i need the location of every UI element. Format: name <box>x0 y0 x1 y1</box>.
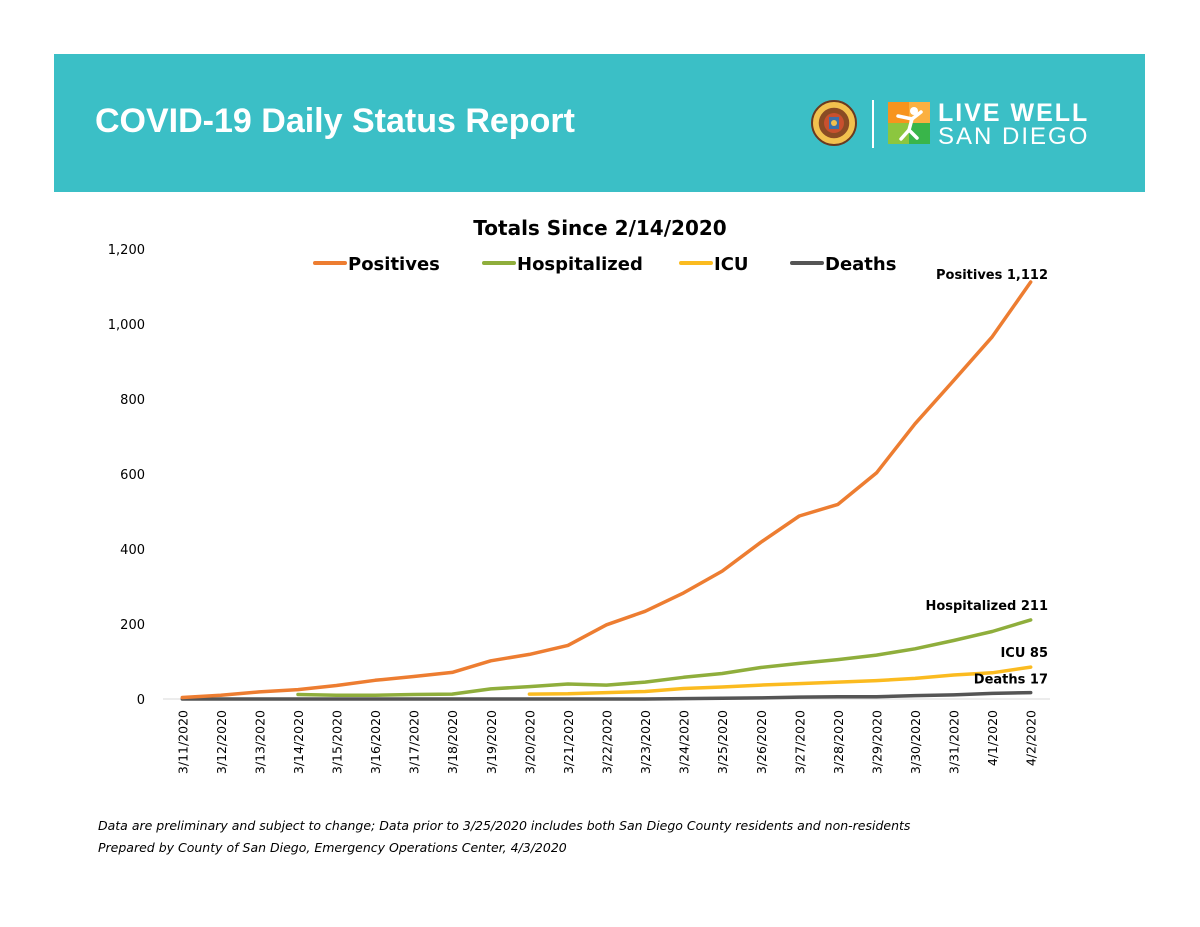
series-line-deaths <box>180 690 1033 701</box>
footnote-prepared-by: Prepared by County of San Diego, Emergen… <box>98 840 567 855</box>
chart-legend: Positives Hospitalized ICU Deaths <box>313 254 896 275</box>
legend-label-deaths: Deaths <box>825 254 896 275</box>
x-tick-label: 3/29/2020 <box>869 710 884 774</box>
y-tick-label: 1,200 <box>108 243 145 258</box>
x-tick-label: 3/24/2020 <box>677 710 692 774</box>
x-tick-label: 3/31/2020 <box>947 710 962 774</box>
report-title: COVID-19 Daily Status Report <box>95 102 575 140</box>
chart-title: Totals Since 2/14/2020 <box>473 216 726 240</box>
x-tick-label: 4/1/2020 <box>985 710 1000 766</box>
x-tick-label: 3/30/2020 <box>908 710 923 774</box>
y-tick-label: 1,000 <box>108 318 145 333</box>
x-tick-label: 3/11/2020 <box>175 710 190 774</box>
x-tick-label: 3/23/2020 <box>638 710 653 774</box>
x-tick-label: 3/16/2020 <box>368 710 383 774</box>
series-line-positives <box>180 280 1033 700</box>
x-tick-label: 3/15/2020 <box>330 710 345 774</box>
y-tick-label: 200 <box>120 618 145 633</box>
x-tick-label: 3/22/2020 <box>600 710 615 774</box>
x-tick-label: 3/12/2020 <box>214 710 229 774</box>
logo-text-san-diego: SAN DIEGO <box>938 123 1090 150</box>
footnote-preliminary: Data are preliminary and subject to chan… <box>98 818 911 833</box>
x-tick-label: 3/18/2020 <box>445 710 460 774</box>
end-label-icu: ICU 85 <box>1000 646 1048 661</box>
chart-series <box>180 280 1033 701</box>
x-tick-label: 3/25/2020 <box>715 710 730 774</box>
end-label-positives: Positives 1,112 <box>936 268 1048 283</box>
y-tick-label: 0 <box>137 693 145 708</box>
legend-label-positives: Positives <box>348 254 440 275</box>
live-well-figure-icon <box>888 102 930 144</box>
logo-text-live-well: LIVE WELL <box>938 99 1090 127</box>
x-tick-label: 3/27/2020 <box>792 710 807 774</box>
end-label-hospitalized: Hospitalized 211 <box>925 599 1048 614</box>
x-tick-label: 3/19/2020 <box>484 710 499 774</box>
y-tick-label: 800 <box>120 393 145 408</box>
y-tick-label: 400 <box>120 543 145 558</box>
x-tick-label: 3/17/2020 <box>407 710 422 774</box>
end-label-deaths: Deaths 17 <box>974 673 1048 688</box>
x-tick-label: 3/28/2020 <box>831 710 846 774</box>
end-labels: Positives 1,112 Hospitalized 211 ICU 85 Dea… <box>925 268 1048 688</box>
series-line-icu <box>527 665 1033 696</box>
x-tick-label: 4/2/2020 <box>1024 710 1039 766</box>
x-axis: 3/11/2020 3/12/2020 3/13/2020 3/14/2020 3/15… <box>163 698 1050 774</box>
x-tick-label: 3/21/2020 <box>561 710 576 774</box>
legend-label-icu: ICU <box>714 254 749 275</box>
y-axis: 0 200 400 600 800 1,000 1,200 <box>108 243 145 708</box>
legend-label-hospitalized: Hospitalized <box>517 254 643 275</box>
x-tick-label: 3/20/2020 <box>522 710 537 774</box>
y-tick-label: 600 <box>120 468 145 483</box>
series-line-hospitalized <box>296 618 1033 698</box>
county-seal-icon <box>811 100 857 146</box>
x-tick-label: 3/26/2020 <box>754 710 769 774</box>
x-tick-label: 3/14/2020 <box>291 710 306 774</box>
x-tick-label: 3/13/2020 <box>252 710 267 774</box>
logo-divider <box>872 100 874 148</box>
header-banner: COVID-19 Daily Status Report LIVE WELL S… <box>54 54 1145 192</box>
